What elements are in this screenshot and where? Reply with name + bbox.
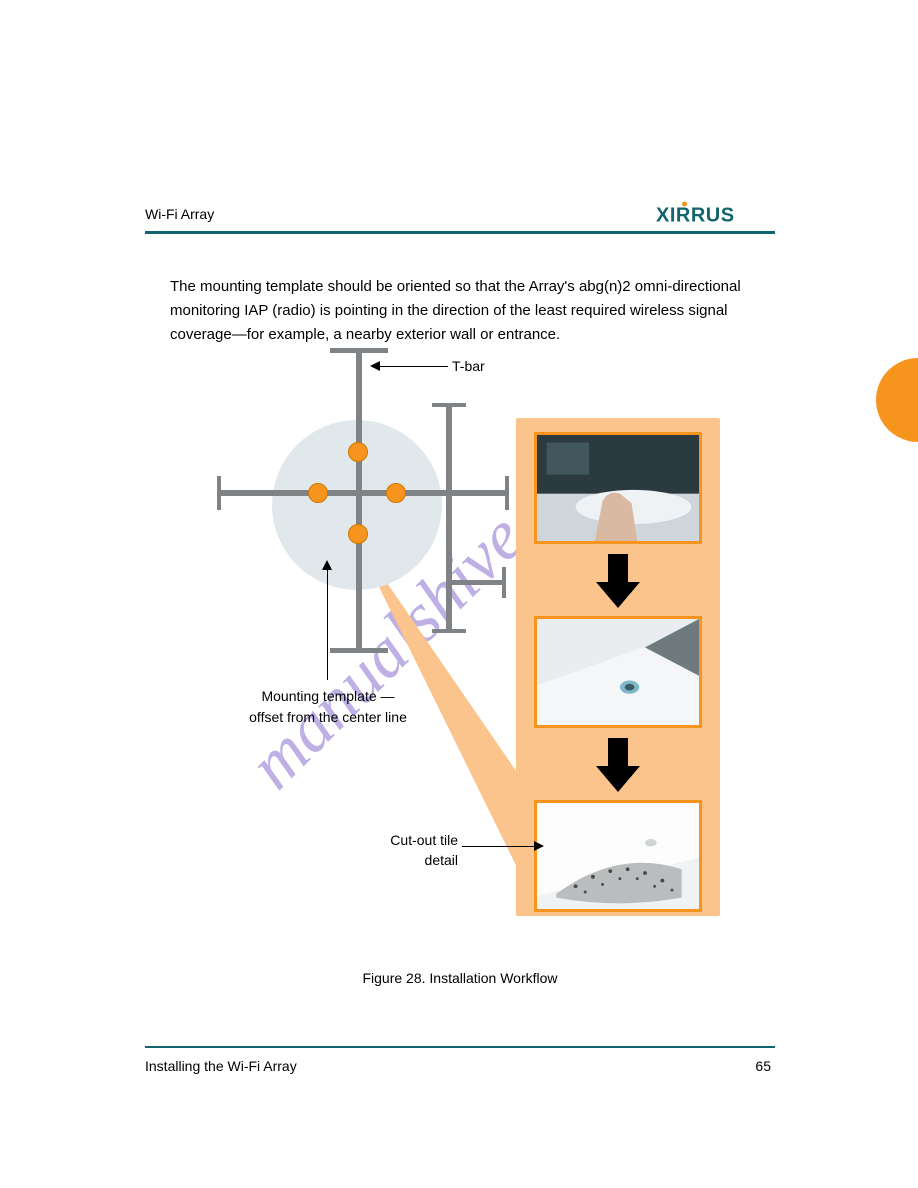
tbar-horizontal-short [450,580,504,585]
down-arrow-icon [596,554,640,608]
arrow-line [327,568,328,680]
tbar-end [330,648,388,653]
photo-step-3 [534,800,702,912]
logo-text-svg: XIRRUS [656,205,735,227]
tbar-horizontal [218,490,508,496]
label-tbar: T-bar [452,358,485,374]
label-template: Mounting template — offset from the cent… [248,686,408,728]
tbar-vertical-top [356,350,362,492]
down-arrow-icon [596,738,640,792]
photo-step-1 [534,432,702,544]
photo-placeholder-icon [537,435,699,541]
body-paragraph: The mounting template should be oriented… [170,275,750,347]
arrow-line [378,366,448,367]
tbar-end [330,348,388,353]
side-tab [876,358,918,442]
figure-caption: Figure 28. Installation Workflow [145,970,775,986]
tbar-vertical-right [446,405,452,631]
tbar-end [432,629,466,633]
footer-page-number: 65 [755,1058,771,1074]
arrow-head-icon [534,841,544,851]
arrow-head-icon [370,361,380,371]
mounting-hole-dot [386,483,406,503]
tbar-vertical-bottom [356,494,362,650]
tbar-end [217,476,221,510]
header-rule [145,231,775,234]
tbar-end [505,476,509,510]
photo-placeholder-icon [537,803,699,909]
mounting-hole-dot [308,483,328,503]
page: Wi-Fi Array XIRRUS The mounting template… [0,0,918,1188]
mounting-diagram [218,350,508,660]
photo-placeholder-icon [537,619,699,725]
tbar-end [502,567,506,598]
brand-logo: XIRRUS [656,198,771,228]
arrow-line [462,846,536,847]
footer-rule [145,1046,775,1048]
label-tile-detail: Cut-out tile detail [368,831,458,870]
photo-step-2 [534,616,702,728]
footer-section-title: Installing the Wi-Fi Array [145,1058,297,1074]
tbar-end [432,403,466,407]
mounting-hole-dot [348,524,368,544]
arrow-head-icon [322,560,332,570]
mounting-hole-dot [348,442,368,462]
photo-panel [516,418,720,916]
